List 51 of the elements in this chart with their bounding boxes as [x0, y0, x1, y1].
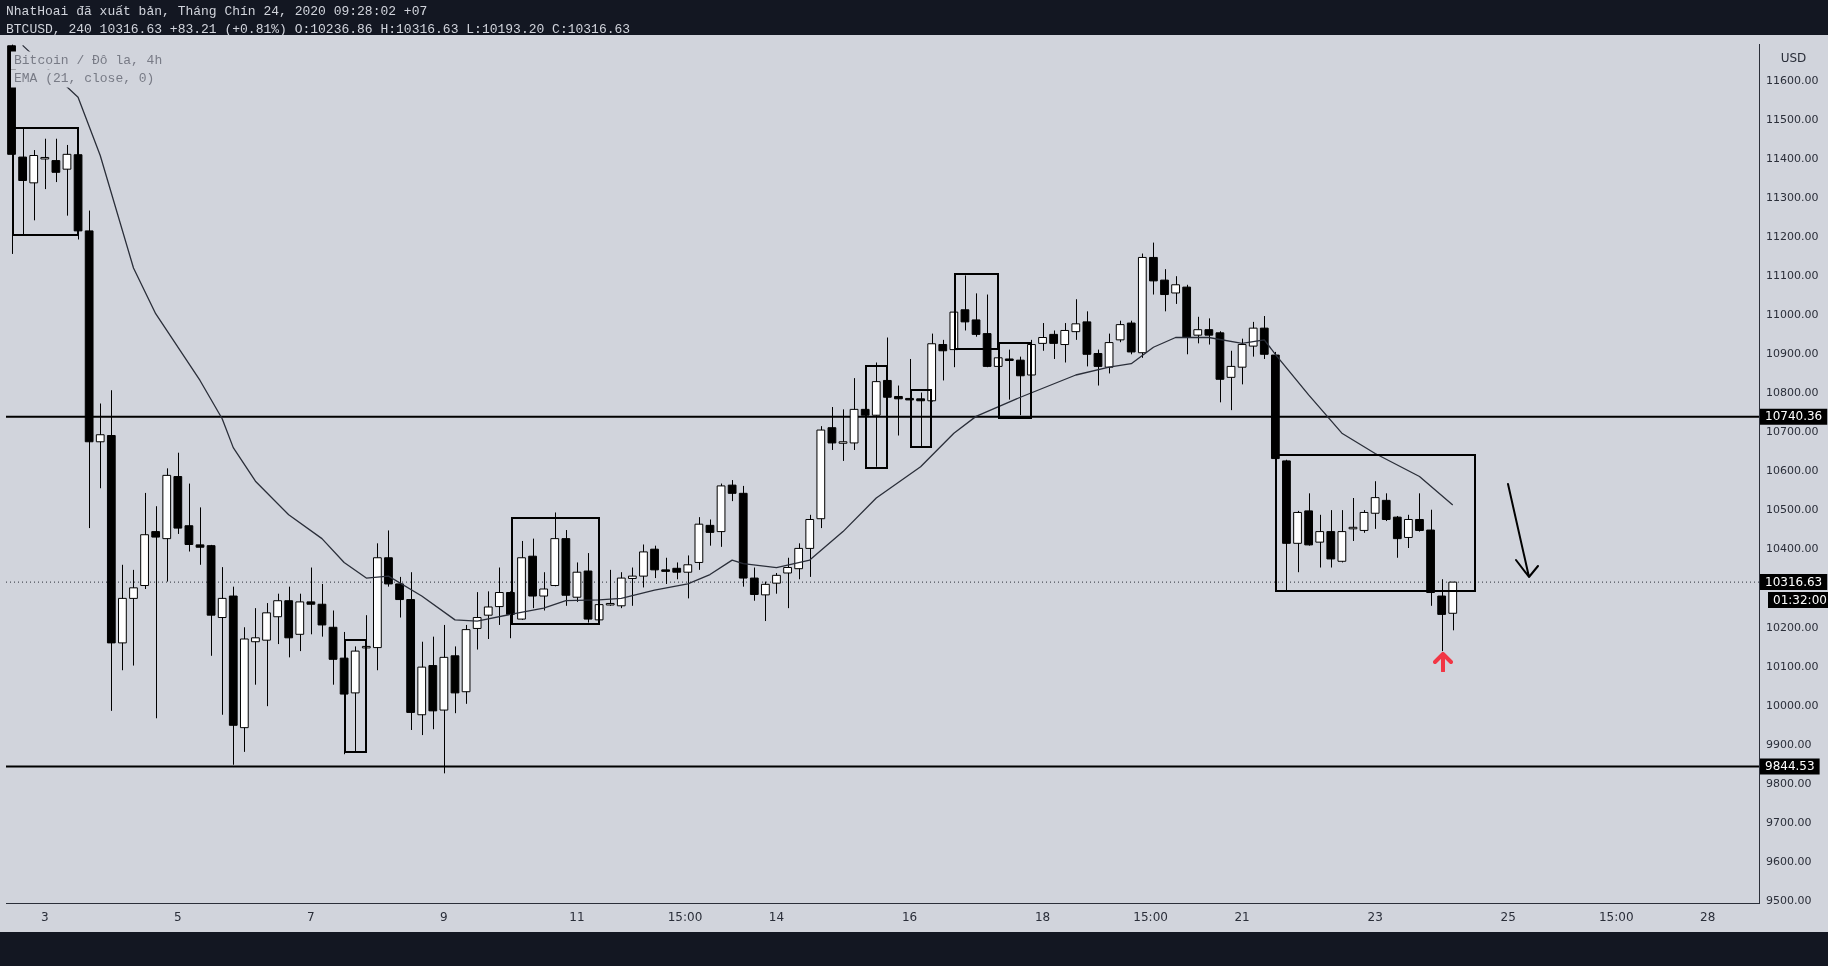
y-tick-label: 11300.00 [1766, 190, 1819, 204]
y-tick-label: 11500.00 [1766, 112, 1819, 126]
candlestick [129, 569, 138, 667]
x-tick-label: 18 [1034, 910, 1051, 925]
y-tick-label: 9700.00 [1766, 815, 1812, 829]
x-tick-label: 23 [1367, 910, 1383, 925]
candlestick [1038, 322, 1047, 352]
y-tick-label: 10800.00 [1766, 386, 1819, 400]
candlestick [506, 590, 515, 639]
x-tick-label: 28 [1700, 910, 1716, 925]
y-tick-label: 11000.00 [1766, 308, 1819, 322]
x-tick-label: 25 [1500, 910, 1516, 925]
y-tick-label: 9900.00 [1766, 737, 1812, 751]
y-tick-label: 10100.00 [1766, 659, 1819, 673]
chart-title: NhatHoai đã xuất bản, Tháng Chín 24, 2020 09:28:02 +07 [6, 4, 428, 19]
y-tick-label: 10700.00 [1766, 425, 1819, 439]
chart-subtitle: BTCUSD, 240 10316.63 +83.21 (+0.81%) O:10236.86 H:10316.63 L:10193.20 C:10316.63 [6, 22, 631, 37]
y-tick-label: 11100.00 [1766, 269, 1819, 283]
ref-line-label: 10316.63 [1765, 574, 1823, 589]
y-tick-label: 9600.00 [1766, 854, 1812, 868]
y-tick-label: 11600.00 [1766, 73, 1819, 87]
series-label: EMA (21, close, 0) [14, 71, 155, 87]
x-tick-label: 5 [174, 910, 182, 925]
ref-line-label: 10740.36 [1765, 409, 1823, 424]
y-tick-label: 10400.00 [1766, 542, 1819, 556]
y-tick-label: 10900.00 [1766, 347, 1819, 361]
x-tick-label: 15:00 [1133, 910, 1168, 925]
x-tick-label: 14 [768, 910, 785, 925]
y-axis-title: USD [1780, 50, 1807, 65]
x-tick-label: 11 [569, 910, 585, 925]
x-tick-label: 9 [440, 910, 448, 925]
x-tick-label: 16 [901, 910, 918, 925]
y-tick-label: 9500.00 [1766, 893, 1812, 907]
candlestick [1404, 514, 1413, 549]
x-tick-label: 15:00 [667, 910, 703, 925]
y-tick-label: 10600.00 [1766, 464, 1819, 478]
x-tick-label: 15:00 [1598, 910, 1634, 925]
ref-line-label: 9844.53 [1765, 759, 1815, 774]
x-tick-label: 21 [1234, 910, 1250, 925]
y-tick-label: 10500.00 [1766, 503, 1819, 517]
y-tick-label: 11400.00 [1766, 151, 1819, 165]
x-tick-label: 7 [307, 910, 315, 925]
y-tick-label: 10200.00 [1766, 620, 1819, 634]
x-tick-label: 3 [40, 910, 49, 925]
y-tick-label: 10000.00 [1766, 698, 1819, 712]
annotation: Bitcoin / Đô la, 4h [14, 53, 163, 69]
text: 01:32:00 [1773, 592, 1827, 607]
y-tick-label: 11200.00 [1766, 229, 1819, 243]
y-tick-label: 9800.00 [1766, 776, 1812, 790]
candlestick [1415, 492, 1424, 533]
candlestick [661, 557, 671, 585]
